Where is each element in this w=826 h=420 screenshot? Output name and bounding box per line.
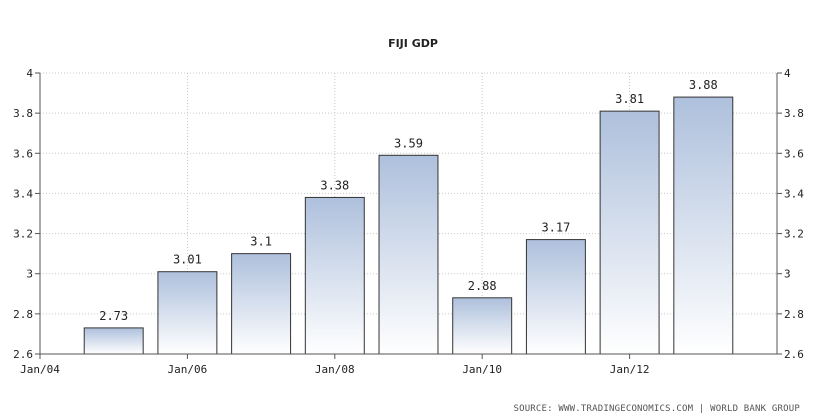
y-tick-label-left: 3.2 <box>13 228 33 241</box>
x-tick-label: Jan/08 <box>315 363 355 376</box>
bar-2011 <box>525 239 586 355</box>
data-label-2011: 3.17 <box>541 221 570 235</box>
y-tick-label-right: 4 <box>784 67 791 80</box>
y-tick-label-left: 2.6 <box>13 348 33 361</box>
bar-2012 <box>599 110 660 355</box>
y-tick-label-left: 4 <box>26 67 33 80</box>
y-tick-label-right: 2.6 <box>784 348 804 361</box>
data-label-2008: 3.38 <box>320 178 349 192</box>
data-label-2006: 3.01 <box>173 253 202 267</box>
y-tick-label-right: 3.8 <box>784 107 804 120</box>
y-tick-label-left: 3.8 <box>13 107 33 120</box>
x-tick-label: Jan/06 <box>168 363 208 376</box>
x-tick-label: Jan/10 <box>462 363 502 376</box>
data-label-2012: 3.81 <box>615 92 644 106</box>
y-tick-label-right: 3.2 <box>784 228 804 241</box>
chart-title: FIJI GDP <box>388 37 438 50</box>
x-tick-label: Jan/12 <box>610 363 650 376</box>
y-tick-label-left: 3.6 <box>13 147 33 160</box>
bar-2006 <box>157 271 218 355</box>
y-tick-label-left: 3.4 <box>13 187 33 200</box>
x-tick-label: Jan/04 <box>20 363 60 376</box>
data-label-2007: 3.1 <box>250 235 272 249</box>
bar-2007 <box>231 253 292 355</box>
bar-2008 <box>304 196 365 355</box>
y-tick-label-left: 2.8 <box>13 308 33 321</box>
y-tick-label-right: 3 <box>784 268 791 281</box>
bar-2005 <box>83 327 144 355</box>
bar-2009 <box>378 154 439 355</box>
bar-2010 <box>452 297 513 355</box>
bar-2013 <box>673 96 734 355</box>
axes-layer: 2.6 2.6 2.8 2.8 3 3 3.2 3.2 3.4 3.4 3.6 3.6 3.8 3.8 4 4… <box>13 67 804 376</box>
y-tick-label-right: 3.6 <box>784 147 804 160</box>
data-label-2009: 3.59 <box>394 136 423 150</box>
source-note: SOURCE: WWW.TRADINGECONOMICS.COM | WORLD… <box>513 404 800 414</box>
data-labels-layer: 2.73 3.01 3.1 3.38 3.59 2.88 3.17 3.81 3.88 <box>99 78 718 323</box>
y-tick-label-right: 3.4 <box>784 187 804 200</box>
y-tick-label-left: 3 <box>26 268 33 281</box>
data-label-2010: 2.88 <box>468 279 497 293</box>
y-tick-label-right: 2.8 <box>784 308 804 321</box>
data-label-2005: 2.73 <box>99 309 128 323</box>
data-label-2013: 3.88 <box>689 78 718 92</box>
